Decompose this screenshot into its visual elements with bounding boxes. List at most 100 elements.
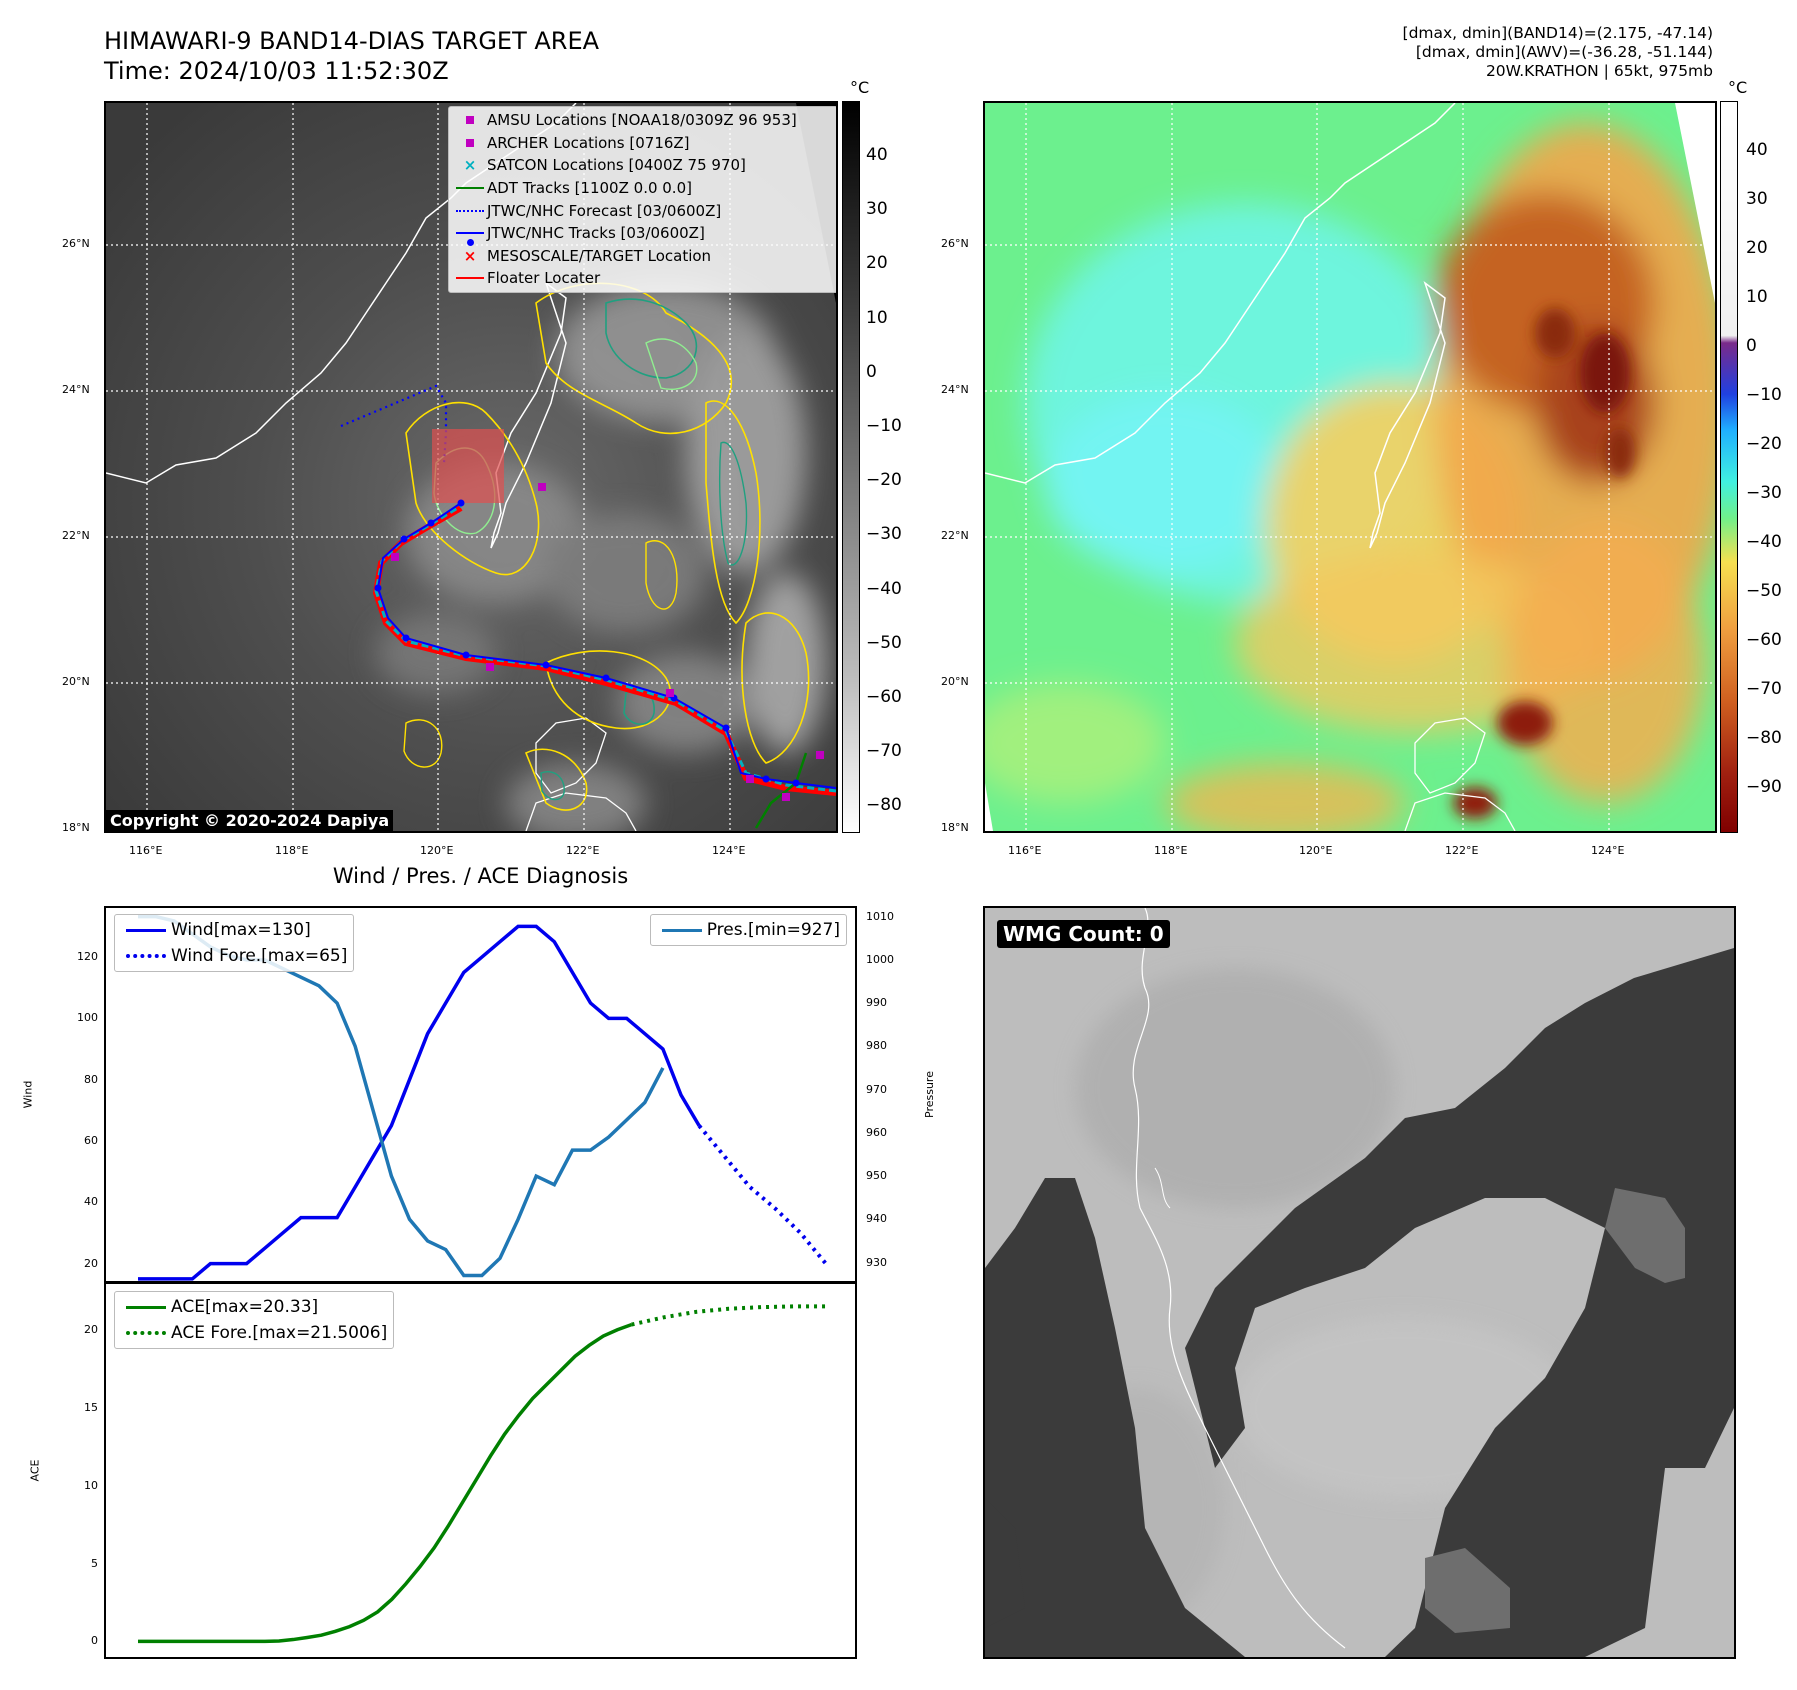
wind-y-tick: 80 bbox=[84, 1072, 98, 1086]
lon-label: 118°E bbox=[1154, 844, 1188, 857]
colorbar-left-tick: −30 bbox=[866, 524, 902, 545]
line-icon bbox=[453, 187, 487, 190]
lon-label: 124°E bbox=[1591, 844, 1625, 857]
colorbar-right-tick: −50 bbox=[1746, 581, 1782, 601]
legend-item-pressure: Pres.[min=927] bbox=[657, 917, 840, 943]
colorbar-left-tick: −80 bbox=[866, 795, 902, 816]
colorbar-left-tick: −20 bbox=[866, 470, 902, 491]
wind-y-tick: 120 bbox=[77, 950, 98, 964]
lon-label: 118°E bbox=[275, 844, 309, 857]
awv-range: [dmax, dmin](AWV)=(-36.28, -51.144) bbox=[1415, 43, 1713, 61]
colorbar-right-unit: °C bbox=[1728, 78, 1748, 97]
pressure-y-tick: 1000 bbox=[866, 952, 894, 966]
lon-label: 122°E bbox=[1445, 844, 1479, 857]
ace-plot bbox=[138, 1304, 827, 1644]
line-icon bbox=[121, 1305, 171, 1309]
square-marker-icon bbox=[453, 138, 487, 147]
colorbar-right-tick: 0 bbox=[1746, 336, 1757, 356]
chart-time: Time: 2024/10/03 11:52:30Z bbox=[104, 57, 449, 85]
band14-range: [dmax, dmin](BAND14)=(2.175, -47.14) bbox=[1402, 24, 1713, 42]
pressure-y-tick: 990 bbox=[866, 996, 887, 1010]
lat-label: 18°N bbox=[941, 821, 969, 834]
ace-y-tick: 20 bbox=[84, 1322, 98, 1336]
legend-item-amsu: AMSU Locations [NOAA18/0309Z 96 953] bbox=[453, 109, 833, 132]
legend-item-floater: Floater Locater bbox=[453, 267, 833, 290]
wind-y-tick: 100 bbox=[77, 1011, 98, 1025]
dotted-line-icon bbox=[121, 1331, 171, 1335]
legend-item-jtwc-forecast: JTWC/NHC Forecast [03/0600Z] bbox=[453, 199, 833, 222]
ace-series-line bbox=[138, 1322, 633, 1644]
legend-item-jtwc-tracks: JTWC/NHC Tracks [03/0600Z] bbox=[453, 222, 833, 247]
ace-y-tick: 15 bbox=[84, 1400, 98, 1414]
colorbar-right-tick: −30 bbox=[1746, 483, 1782, 503]
wind-y-tick: 40 bbox=[84, 1195, 98, 1209]
dotted-line-icon bbox=[121, 954, 171, 958]
wind-pressure-panel: Wind[max=130] Wind Fore.[max=65] Pres.[m… bbox=[104, 906, 857, 1284]
pressure-axis-label: Pressure bbox=[922, 1071, 936, 1118]
colorbar-right-tick: −10 bbox=[1746, 385, 1782, 405]
awv-map-panel bbox=[983, 101, 1717, 833]
ace-axis-label: ACE bbox=[28, 1459, 42, 1482]
ace-y-tick: 0 bbox=[91, 1634, 98, 1648]
dotted-line-icon bbox=[453, 209, 487, 212]
wind-forecast-line bbox=[697, 1124, 828, 1265]
x-marker-icon: × bbox=[463, 156, 477, 175]
line-icon bbox=[453, 277, 487, 280]
colorbar-left-tick: −70 bbox=[866, 741, 902, 762]
legend-item-wind: Wind[max=130] bbox=[121, 917, 347, 943]
colorbar-left-tick: 30 bbox=[866, 199, 888, 220]
lat-label: 24°N bbox=[941, 383, 969, 396]
storm-info: 20W.KRATHON | 65kt, 975mb bbox=[1485, 62, 1713, 80]
lon-label: 122°E bbox=[566, 844, 600, 857]
lat-label: 26°N bbox=[62, 237, 90, 250]
colorbar-left-tick: 40 bbox=[866, 145, 888, 165]
square-marker-icon bbox=[453, 116, 487, 125]
legend-item-ace-forecast: ACE Fore.[max=21.5006] bbox=[121, 1320, 387, 1346]
line-dot-icon bbox=[453, 232, 487, 247]
colorbar-right bbox=[1720, 101, 1738, 833]
lat-label: 22°N bbox=[62, 529, 90, 542]
ace-panel: ACE[max=20.33] ACE Fore.[max=21.5006] bbox=[104, 1281, 857, 1659]
lon-label: 120°E bbox=[420, 844, 454, 857]
pressure-legend: Pres.[min=927] bbox=[649, 914, 847, 946]
legend-item-satcon: × SATCON Locations [0400Z 75 970] bbox=[453, 154, 833, 177]
line-icon bbox=[121, 928, 171, 932]
x-marker-icon: × bbox=[463, 246, 477, 265]
colorbar-right-tick: 40 bbox=[1746, 140, 1768, 160]
lon-label: 120°E bbox=[1299, 844, 1333, 857]
colorbar-right-tick: −20 bbox=[1746, 434, 1782, 454]
wind-y-tick: 20 bbox=[84, 1256, 98, 1270]
colorbar-left-tick: 20 bbox=[866, 253, 888, 274]
colorbar-right-tick: −70 bbox=[1746, 679, 1782, 699]
wmg-count-badge: WMG Count: 0 bbox=[997, 920, 1170, 948]
pressure-y-tick: 950 bbox=[866, 1169, 887, 1183]
ace-forecast-line bbox=[631, 1304, 827, 1327]
lat-label: 18°N bbox=[62, 821, 90, 834]
legend-item-ace: ACE[max=20.33] bbox=[121, 1294, 387, 1320]
diagnosis-chart-title: Wind / Pres. / ACE Diagnosis bbox=[332, 864, 629, 888]
wind-axis-label: Wind bbox=[21, 1080, 35, 1109]
ace-y-tick: 10 bbox=[84, 1478, 98, 1492]
lat-label: 26°N bbox=[941, 237, 969, 250]
awv-map-image bbox=[985, 103, 1715, 831]
wind-series-line bbox=[138, 924, 701, 1281]
wind-y-tick: 60 bbox=[84, 1133, 98, 1147]
wmg-image bbox=[985, 908, 1734, 1657]
colorbar-left-unit: °C bbox=[850, 78, 870, 97]
pressure-y-tick: 960 bbox=[866, 1125, 887, 1139]
wind-legend: Wind[max=130] Wind Fore.[max=65] bbox=[114, 914, 355, 972]
legend-item-mesoscale: × MESOSCALE/TARGET Location bbox=[453, 245, 833, 268]
legend-item-adt: ADT Tracks [1100Z 0.0 0.0] bbox=[453, 177, 833, 200]
pressure-y-tick: 980 bbox=[866, 1039, 887, 1053]
colorbar-left-tick: −40 bbox=[866, 578, 902, 599]
wmg-panel: WMG Count: 0 bbox=[983, 906, 1736, 1659]
copyright-label: Copyright © 2020-2024 Dapiya bbox=[106, 810, 394, 831]
colorbar-right-tick: −80 bbox=[1746, 728, 1782, 748]
colorbar-right-tick: 30 bbox=[1746, 189, 1768, 209]
legend-item-archer: ARCHER Locations [0716Z] bbox=[453, 132, 833, 155]
ir-map-panel: AMSU Locations [NOAA18/0309Z 96 953] ARC… bbox=[104, 101, 838, 833]
pressure-y-tick: 1010 bbox=[866, 909, 894, 923]
lat-label: 24°N bbox=[62, 383, 90, 396]
pressure-y-tick: 940 bbox=[866, 1212, 887, 1226]
colorbar-right-tick: −40 bbox=[1746, 532, 1782, 552]
